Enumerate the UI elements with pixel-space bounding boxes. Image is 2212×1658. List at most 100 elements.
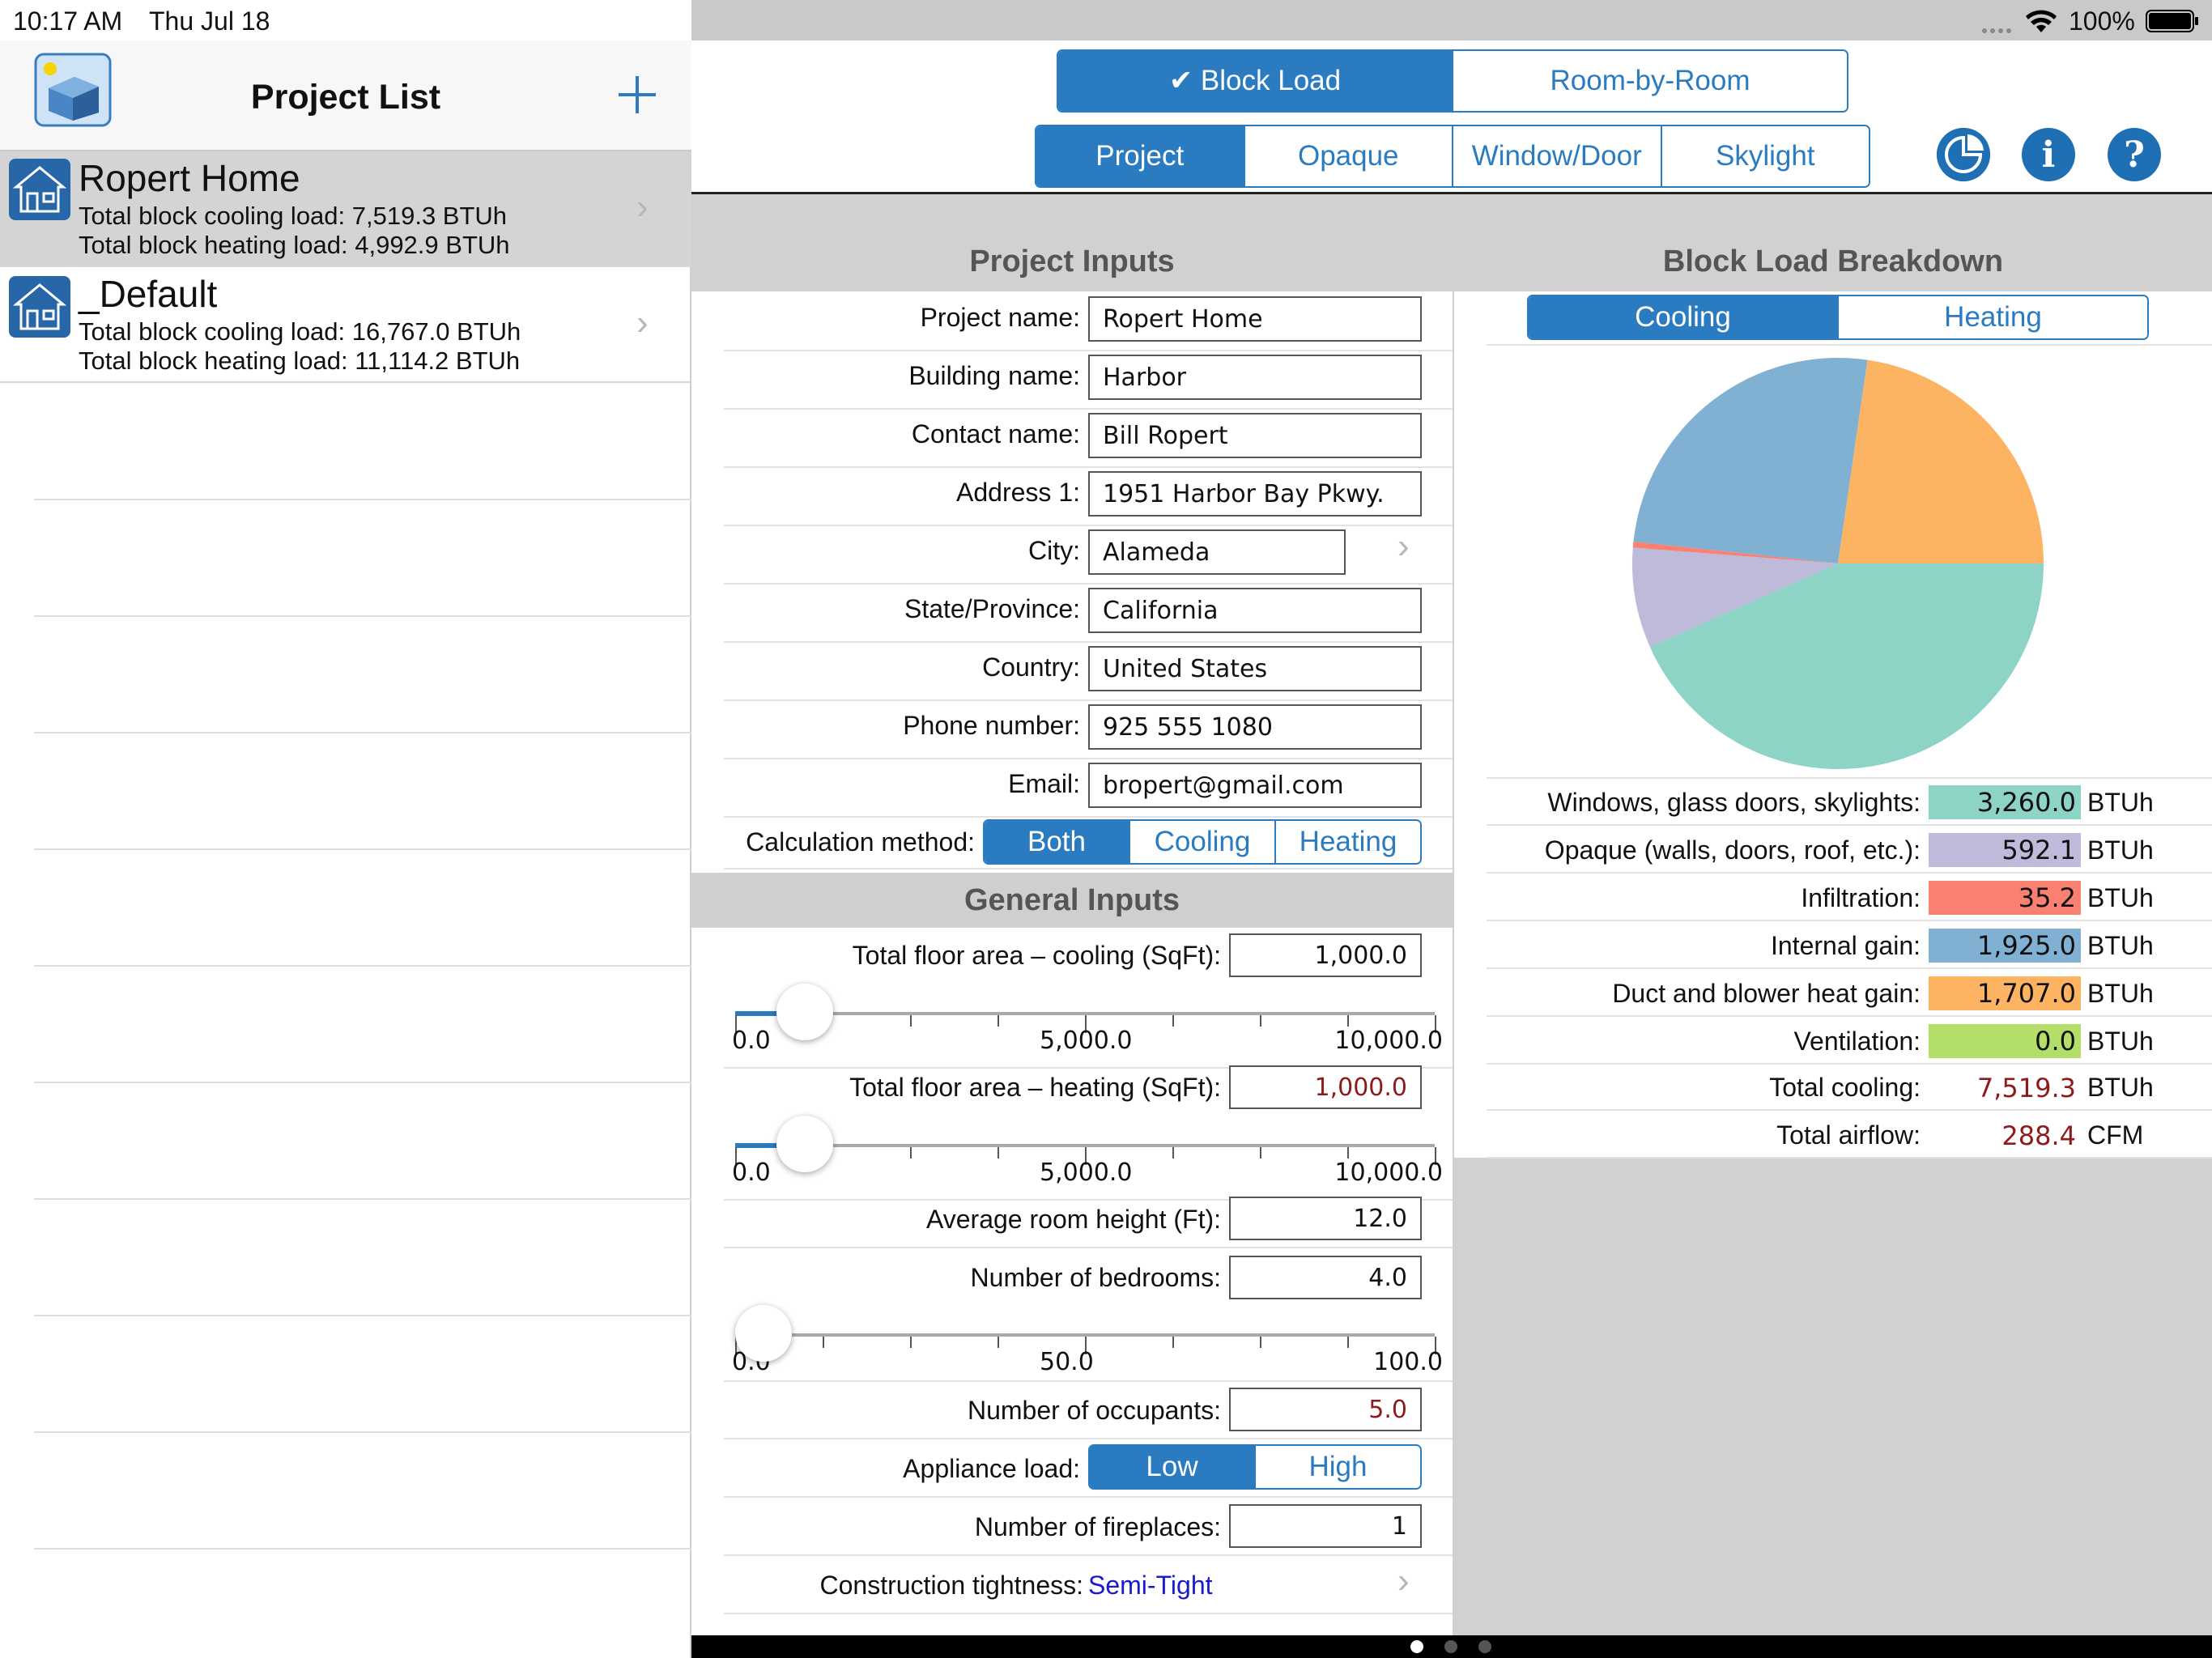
project-input-field[interactable]: 1951 Harbor Bay Pkwy.	[1088, 471, 1422, 517]
room-height-row: Average room height (Ft): 12.0	[724, 1190, 1453, 1248]
chevron-right-icon: ›	[1397, 1561, 1410, 1601]
project-input-field[interactable]: United States	[1088, 646, 1422, 691]
tightness-row[interactable]: Construction tightness: Semi-Tight ›	[724, 1556, 1453, 1614]
page-dot[interactable]	[1478, 1640, 1491, 1653]
slider-tick	[1172, 1147, 1174, 1158]
legend-label: Ventilation:	[1793, 1027, 1921, 1056]
fireplaces-label: Number of fireplaces:	[974, 1512, 1221, 1541]
bedrooms-input[interactable]: 4.0	[1229, 1256, 1422, 1299]
slider-track	[735, 1012, 1435, 1015]
project-cooling-load: Total block cooling load: 7,519.3 BTUh	[79, 202, 508, 230]
legend-value: 0.0	[1929, 1024, 2081, 1058]
project-input-field[interactable]: California	[1088, 588, 1422, 633]
project-row-ropert-home[interactable]: Ropert Home Total block cooling load: 7,…	[0, 151, 691, 267]
pie-slice	[1838, 359, 2044, 563]
pie-slice	[1632, 541, 1838, 563]
slider-tick-label: 100.0	[1373, 1348, 1443, 1376]
bedrooms-slider[interactable]: 0.0 50.0 100.0	[724, 1301, 1453, 1382]
slider-tick	[1085, 1147, 1087, 1165]
chevron-right-icon[interactable]: ›	[1397, 526, 1410, 566]
project-input-label: City:	[1028, 536, 1080, 565]
tab-opaque[interactable]: Opaque	[1243, 126, 1452, 186]
project-inputs-title: Project Inputs	[969, 244, 1175, 278]
slider-knob[interactable]	[776, 984, 834, 1040]
floor-cooling-slider[interactable]: 0.0 5,000.0 10,000.0	[724, 980, 1453, 1069]
section-segmented-control: Project Opaque Window/Door Skylight	[1035, 125, 1870, 188]
slider-tick-label: 5,000.0	[1040, 1027, 1133, 1055]
breakdown-legend-row: Windows, glass doors, skylights: 3,260.0 B…	[1487, 778, 2212, 826]
legend-value: 1,707.0	[1929, 976, 2081, 1010]
list-divider	[34, 1548, 691, 1550]
project-input-row: Phone number: 925 555 1080	[724, 701, 1453, 759]
slider-tick	[998, 1337, 999, 1348]
slider-tick	[1435, 1147, 1436, 1165]
pie-chart-button[interactable]	[1937, 128, 1990, 181]
status-bar-right	[691, 0, 2212, 40]
breakdown-legend-row: Ventilation: 0.0 BTUh	[1487, 1017, 2212, 1065]
info-button[interactable]: i	[2022, 128, 2075, 181]
tab-window-door[interactable]: Window/Door	[1452, 126, 1661, 186]
tab-heating[interactable]: Heating	[1837, 296, 2147, 338]
breakdown-pie-chart	[1632, 358, 2044, 769]
fireplaces-input[interactable]: 1	[1229, 1504, 1422, 1548]
calc-method-heating[interactable]: Heating	[1274, 821, 1420, 863]
list-divider	[34, 499, 691, 500]
total-cooling-row: Total cooling: 7,519.3 BTUh	[1487, 1063, 2212, 1111]
calc-method-control: Both Cooling Heating	[983, 819, 1422, 865]
add-project-button[interactable]	[615, 73, 659, 117]
slider-knob[interactable]	[734, 1305, 792, 1362]
slider-tick	[1347, 1337, 1349, 1348]
slider-tick	[1347, 1147, 1349, 1158]
total-cooling-unit: BTUh	[2087, 1073, 2154, 1102]
project-input-field[interactable]: bropert@gmail.com	[1088, 763, 1422, 808]
floor-heating-slider[interactable]: 0.0 5,000.0 10,000.0	[724, 1112, 1453, 1201]
project-input-field[interactable]: Harbor	[1088, 355, 1422, 400]
page-dot[interactable]	[1444, 1640, 1457, 1653]
calc-method-row: Calculation method: Both Cooling Heating	[724, 811, 1453, 869]
occupants-input[interactable]: 5.0	[1229, 1388, 1422, 1431]
status-date: Thu Jul 18	[149, 6, 270, 36]
breakdown-legend-row: Opaque (walls, doors, roof, etc.): 592.1 B…	[1487, 826, 2212, 874]
sidebar-title: Project List	[250, 78, 441, 117]
mode-segmented-control: ✔ Block Load Room-by-Room	[1057, 49, 1848, 113]
slider-tick	[1085, 1015, 1087, 1033]
room-height-label: Average room height (Ft):	[925, 1205, 1221, 1234]
tab-block-load[interactable]: ✔ Block Load	[1058, 51, 1452, 111]
tab-cooling[interactable]: Cooling	[1529, 296, 1837, 338]
slider-tick	[823, 1337, 824, 1348]
plus-icon	[619, 76, 656, 113]
project-input-field[interactable]: Bill Ropert	[1088, 413, 1422, 458]
tab-room-by-room[interactable]: Room-by-Room	[1452, 51, 1847, 111]
bedrooms-label: Number of bedrooms:	[970, 1263, 1221, 1292]
calc-method-both[interactable]: Both	[985, 821, 1129, 863]
tab-project[interactable]: Project	[1036, 126, 1244, 186]
project-input-field[interactable]: 925 555 1080	[1088, 704, 1422, 750]
project-input-label: Building name:	[908, 361, 1080, 390]
project-input-label: Phone number:	[903, 711, 1080, 740]
slider-tick-label: 10,000.0	[1334, 1027, 1443, 1055]
project-row-default[interactable]: _Default Total block cooling load: 16,76…	[0, 267, 691, 383]
list-divider	[34, 965, 691, 967]
page-dot-active[interactable]	[1410, 1640, 1423, 1653]
floor-heating-input[interactable]: 1,000.0	[1229, 1065, 1422, 1109]
calc-method-cooling[interactable]: Cooling	[1129, 821, 1274, 863]
tab-skylight[interactable]: Skylight	[1660, 126, 1869, 186]
legend-unit: BTUh	[2087, 979, 2154, 1008]
signal-icon	[1981, 23, 2014, 33]
project-input-field[interactable]: Ropert Home	[1088, 296, 1422, 342]
slider-knob[interactable]	[776, 1116, 834, 1172]
total-cooling-label: Total cooling:	[1769, 1073, 1921, 1102]
project-input-field[interactable]: Alameda	[1088, 529, 1346, 575]
appliance-low[interactable]: Low	[1090, 1446, 1254, 1488]
project-heating-load: Total block heating load: 11,114.2 BTUh	[79, 346, 521, 375]
slider-tick	[1172, 1015, 1174, 1027]
room-height-input[interactable]: 12.0	[1229, 1197, 1422, 1240]
appliance-high[interactable]: High	[1254, 1446, 1420, 1488]
list-divider	[34, 1198, 691, 1200]
occupants-label: Number of occupants:	[967, 1396, 1221, 1425]
divider	[1487, 344, 2212, 346]
help-button[interactable]: ?	[2108, 128, 2161, 181]
project-cooling-load: Total block cooling load: 16,767.0 BTUh	[79, 317, 521, 346]
app-logo-icon[interactable]	[34, 53, 112, 127]
floor-cooling-input[interactable]: 1,000.0	[1229, 933, 1422, 977]
